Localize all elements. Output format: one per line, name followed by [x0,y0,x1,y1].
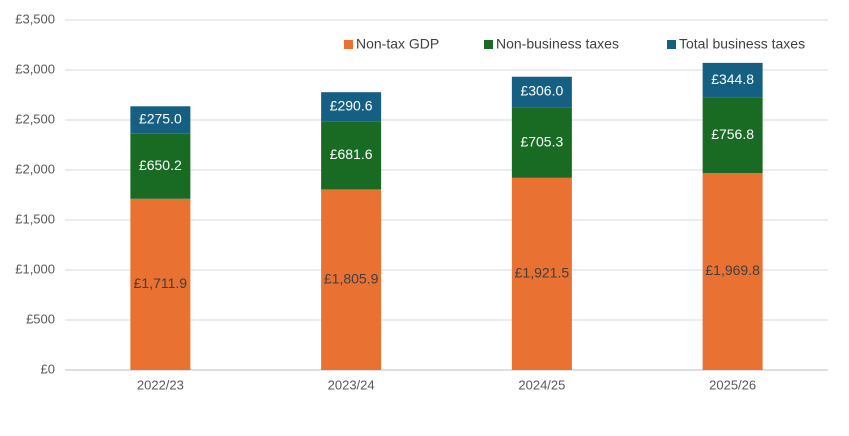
data-label: £1,969.8 [705,262,760,278]
bar-segment [130,133,191,199]
y-tick-label: £500 [26,311,55,326]
legend-label: Non-tax GDP [356,36,439,52]
legend-swatch [667,40,676,49]
legend-label: Non-business taxes [496,36,619,52]
bar-segment [702,173,763,370]
data-label: £705.3 [520,133,563,149]
legend-swatch [484,40,493,49]
legend-label: Total business taxes [679,36,805,52]
y-tick-label: £0 [41,361,55,376]
y-tick-label: £1,000 [15,261,55,276]
bar-segment [321,92,382,122]
legend-swatch [344,40,353,49]
y-tick-label: £2,000 [15,161,55,176]
bar-segment [511,76,572,108]
y-tick-label: £3,500 [15,11,55,26]
data-label: £306.0 [520,83,563,99]
bar-segment [130,198,191,370]
data-label: £275.0 [139,111,182,127]
data-label: £756.8 [711,126,754,142]
bar-segment [321,189,382,370]
bar-segment [511,107,572,178]
x-tick-label: 2024/25 [518,377,565,392]
x-tick-label: 2022/23 [137,377,184,392]
y-tick-label: £1,500 [15,211,55,226]
data-label: £650.2 [139,157,182,173]
bar-segment [321,121,382,190]
data-label: £1,711.9 [134,275,188,291]
data-label: £344.8 [711,71,754,87]
bar-segment [130,106,191,134]
bar-segment [702,62,763,98]
y-tick-label: £2,500 [15,111,55,126]
bar-segment [511,177,572,370]
data-label: £681.6 [330,146,373,162]
data-label: £1,805.9 [324,270,379,286]
y-tick-label: £3,000 [15,61,55,76]
bar-segment [702,97,763,174]
x-tick-label: 2025/26 [709,377,756,392]
data-label: £1,921.5 [515,265,570,281]
x-tick-label: 2023/24 [328,377,375,392]
data-label: £290.6 [330,97,373,113]
